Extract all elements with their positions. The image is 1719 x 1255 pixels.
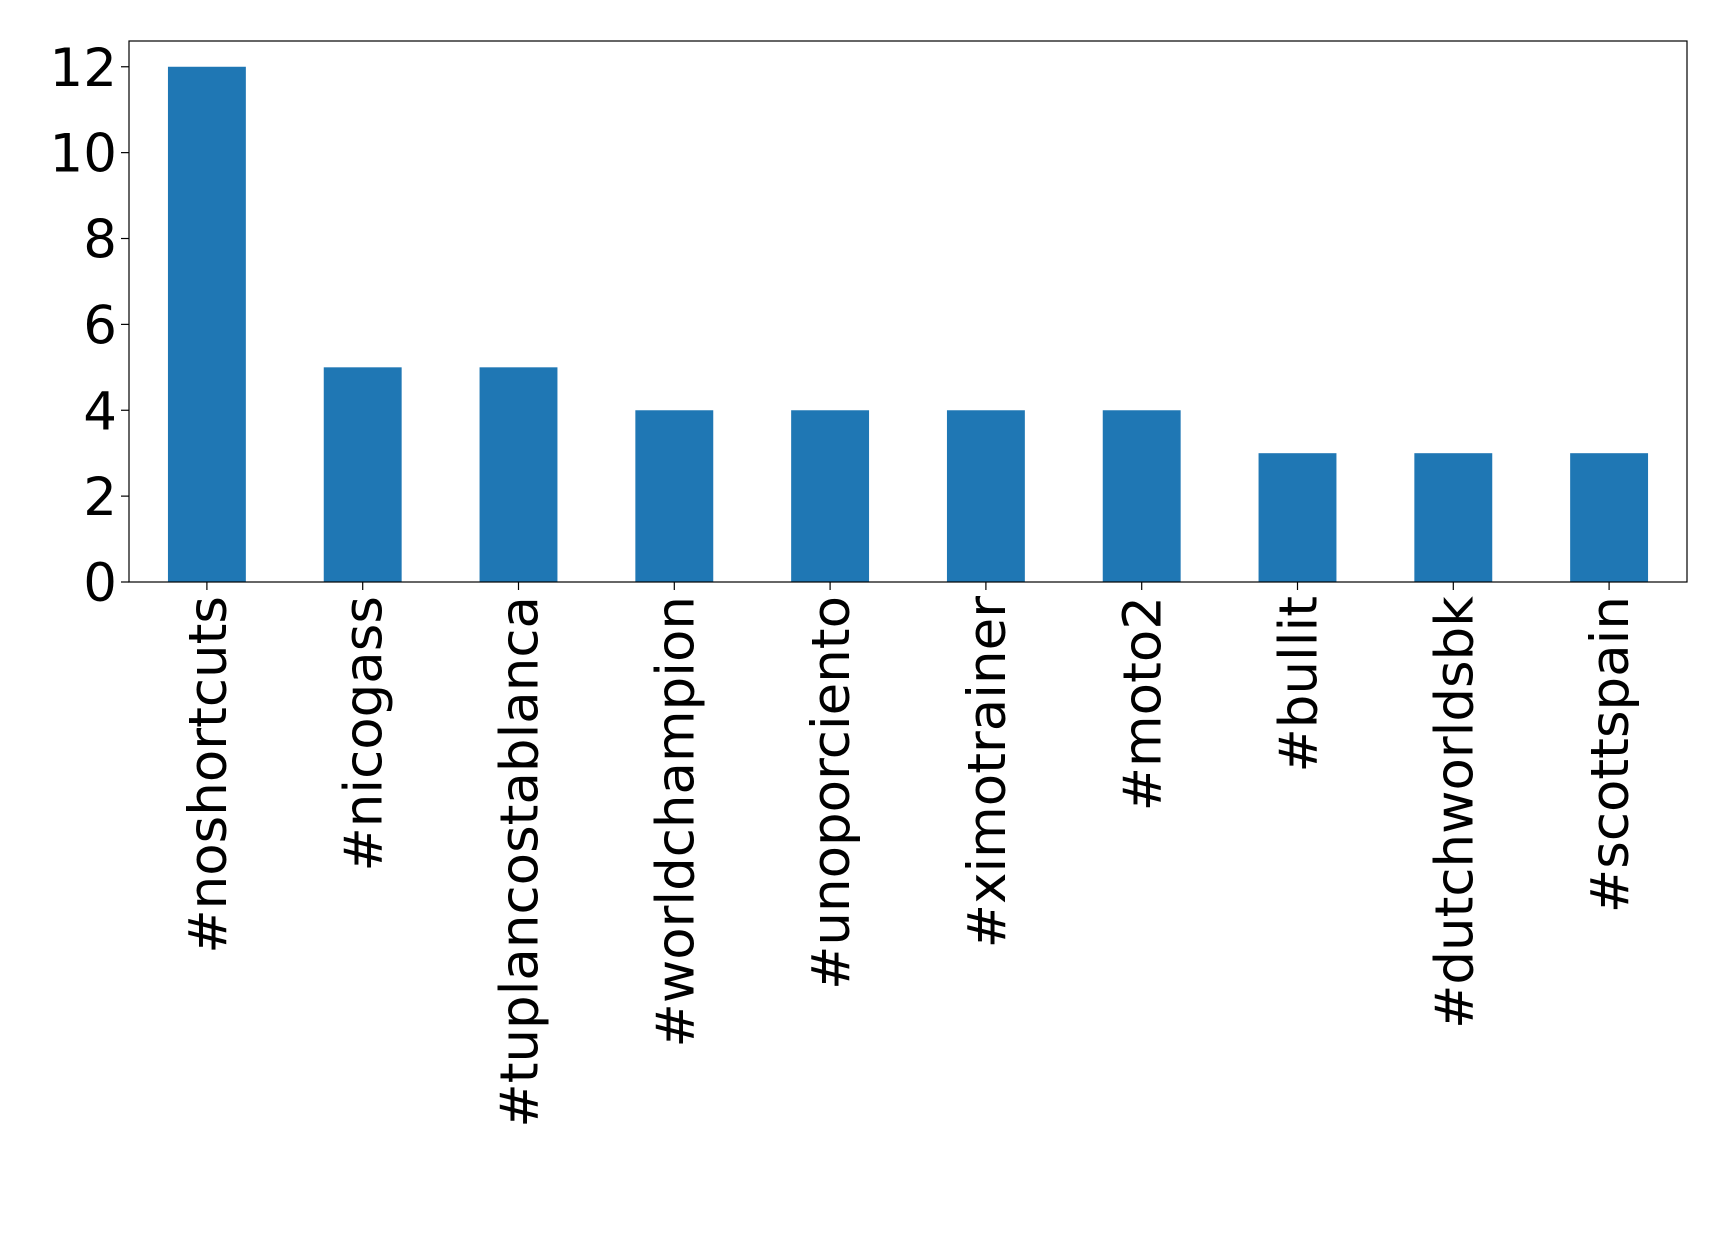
bar	[167, 66, 246, 582]
y-tick-label: 12	[50, 38, 117, 99]
x-tick-label: #nicogass	[334, 596, 395, 872]
bar	[1258, 453, 1337, 582]
y-tick-label: 8	[83, 210, 117, 271]
x-tick-label: #noshortcuts	[178, 596, 239, 954]
y-tick-label: 4	[83, 381, 117, 442]
bar	[1570, 453, 1649, 582]
x-tick-label: #unoporciento	[801, 596, 862, 990]
x-tick-label: #bullit	[1269, 596, 1330, 773]
y-tick-label: 10	[50, 124, 117, 185]
y-tick-label: 2	[83, 467, 117, 528]
x-tick-label: #moto2	[1113, 596, 1174, 811]
x-tick-label: #scottspain	[1580, 596, 1641, 913]
bar	[635, 410, 714, 582]
bar	[1102, 410, 1181, 582]
y-tick-label: 0	[83, 553, 117, 614]
plot-frame	[128, 40, 1688, 583]
bar	[791, 410, 870, 582]
x-tick-label: #tuplancostablanca	[490, 596, 551, 1128]
bar	[1414, 453, 1493, 582]
x-tick-label: #dutchworldsbk	[1424, 596, 1485, 1029]
x-tick-label: #worldchampion	[645, 596, 706, 1048]
bar	[946, 410, 1025, 582]
bar	[479, 367, 558, 582]
x-tick-label: #ximotrainer	[957, 596, 1018, 949]
bar	[323, 367, 402, 582]
y-tick-label: 6	[83, 295, 117, 356]
